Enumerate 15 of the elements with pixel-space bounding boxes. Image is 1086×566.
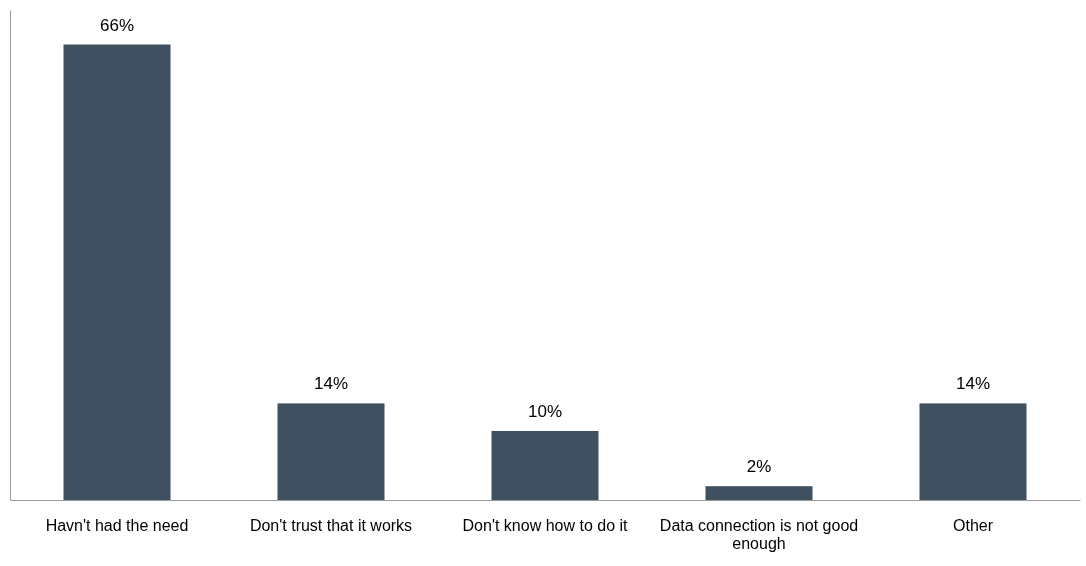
data-label: 66%: [99, 15, 135, 35]
bar: [919, 403, 1027, 500]
bar: [491, 430, 599, 500]
bar: [705, 486, 813, 500]
data-label: 10%: [527, 401, 563, 421]
x-tick-label: Other: [952, 517, 994, 535]
x-tick-label: Don't know how to do it: [462, 517, 629, 535]
data-label: 14%: [313, 374, 349, 394]
x-tick-label: Data connection is not good enough: [659, 517, 859, 552]
x-tick-label: Havn't had the need: [45, 517, 189, 535]
data-label: 2%: [746, 457, 772, 477]
bar: [277, 403, 385, 500]
data-label: 14%: [955, 374, 991, 394]
x-tick-label: Don't trust that it works: [249, 517, 413, 535]
bar: [63, 44, 171, 500]
